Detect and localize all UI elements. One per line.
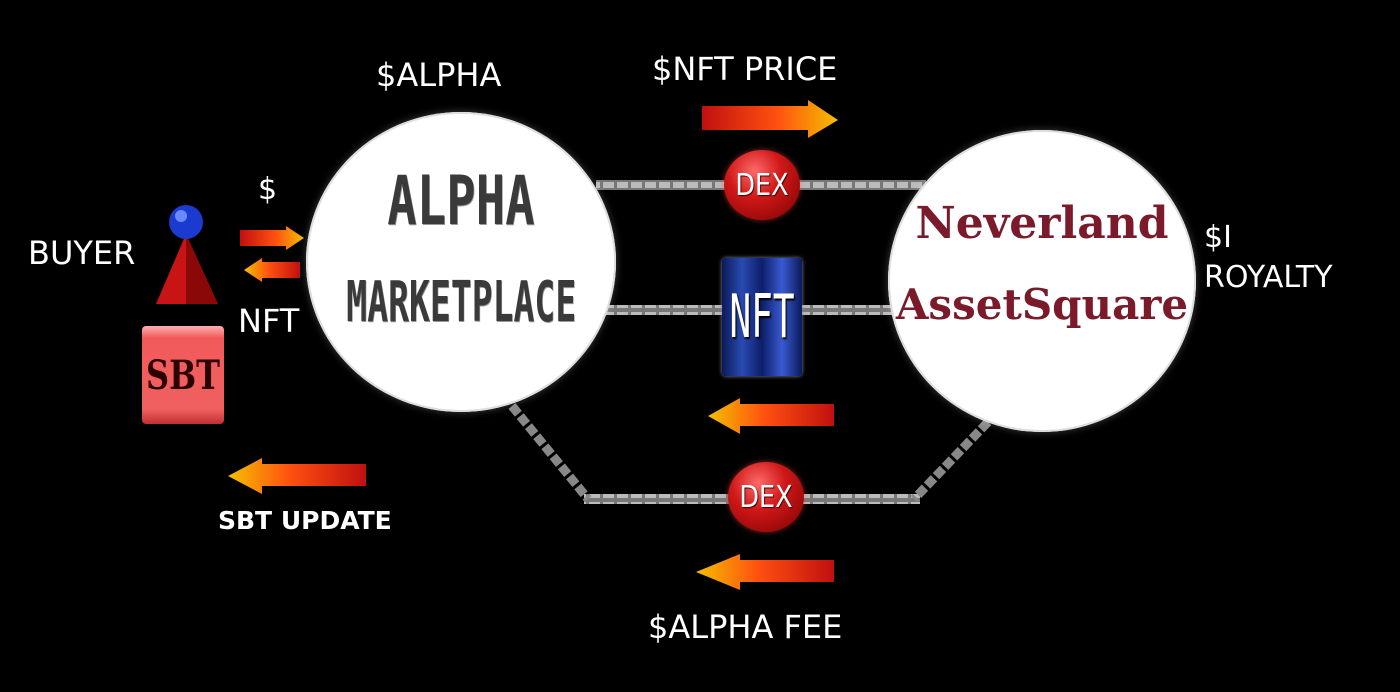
label-sbt-update: SBT UPDATE bbox=[218, 506, 392, 535]
marketplace-title: MARKETPLACE bbox=[346, 270, 577, 335]
label-nft-price: $NFT PRICE bbox=[652, 50, 838, 88]
dex-top-label: DEX bbox=[735, 167, 789, 203]
assetsquare-title: AssetSquare bbox=[895, 280, 1189, 329]
arrow-sbt-update bbox=[228, 458, 366, 494]
label-royalty-dollar: $I bbox=[1204, 220, 1232, 255]
arrow-dollar-to-market bbox=[240, 226, 304, 250]
alpha-marketplace-node: ALPHA MARKETPLACE bbox=[306, 112, 616, 412]
chain-diag-left bbox=[508, 403, 592, 502]
dex-top: DEX bbox=[724, 150, 800, 220]
alpha-title: ALPHA bbox=[387, 162, 535, 241]
label-royalty: ROYALTY bbox=[1204, 260, 1333, 295]
dex-bottom-label: DEX bbox=[739, 479, 793, 515]
label-alpha-token: $ALPHA bbox=[376, 56, 502, 94]
label-dollar: $ bbox=[258, 172, 278, 207]
nft-token-label: NFT bbox=[729, 282, 795, 352]
arrow-royalty-back bbox=[708, 398, 834, 434]
label-buyer: BUYER bbox=[28, 234, 136, 272]
label-nft-small: NFT bbox=[238, 302, 300, 340]
arrow-alpha-fee bbox=[696, 554, 834, 590]
arrow-nft-price bbox=[702, 100, 838, 138]
neverland-title: Neverland bbox=[915, 198, 1169, 249]
nft-token-card: NFT bbox=[722, 258, 802, 376]
chain-diag-right bbox=[910, 418, 992, 503]
arrow-nft-to-buyer bbox=[244, 258, 300, 282]
neverland-assetsquare-node: Neverland AssetSquare bbox=[888, 130, 1196, 432]
sbt-text: SBT bbox=[146, 351, 220, 399]
buyer-figure bbox=[156, 205, 218, 304]
dex-bottom: DEX bbox=[728, 462, 804, 532]
label-alpha-fee: $ALPHA FEE bbox=[648, 608, 843, 646]
sbt-token: SBT bbox=[142, 326, 224, 424]
